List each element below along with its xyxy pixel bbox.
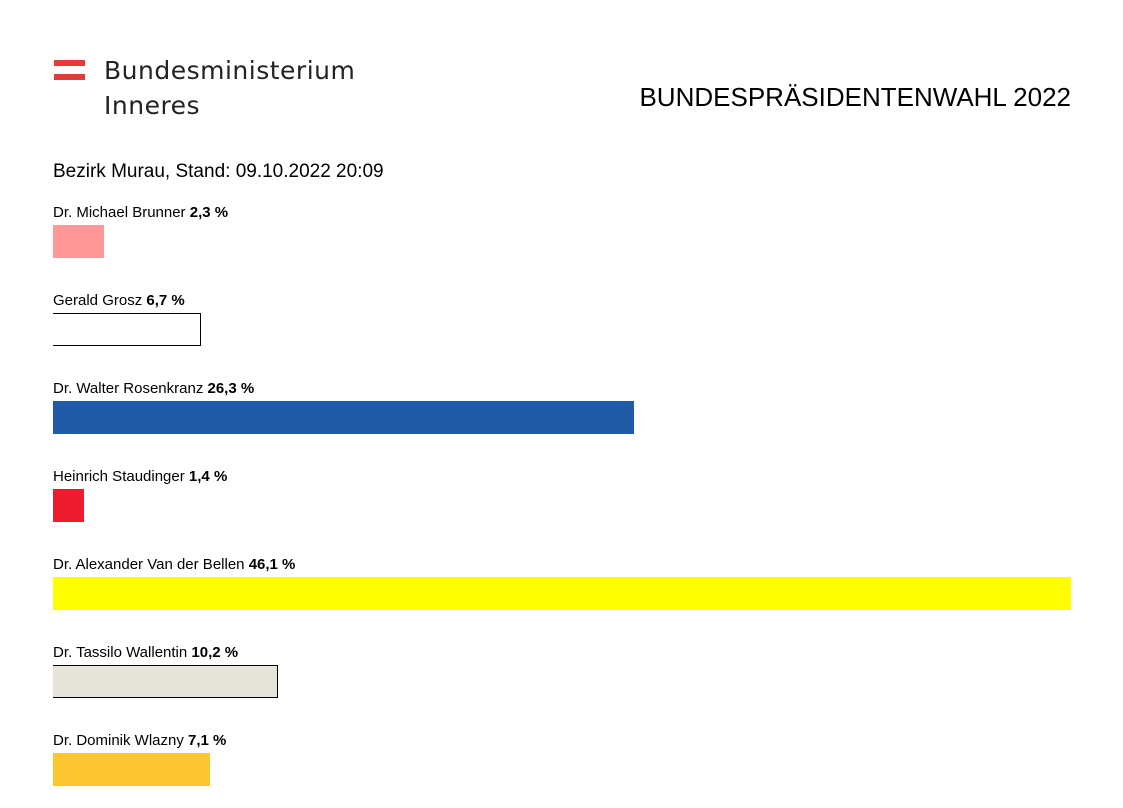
candidate-percentage: 2,3 % — [189, 204, 229, 221]
candidate-label: Dr. Alexander Van der Bellen 46,1 % — [53, 556, 295, 573]
candidate-label: Dr. Michael Brunner 2,3 % — [53, 204, 228, 221]
candidate-name: Dr. Tassilo Wallentin — [53, 644, 192, 661]
candidate-label: Gerald Grosz 6,7 % — [53, 292, 185, 309]
candidate-name: Dr. Dominik Wlazny — [53, 732, 189, 749]
candidate-name: Heinrich Staudinger — [53, 468, 189, 485]
candidate-row: Dr. Dominik Wlazny 7,1 % — [53, 728, 1071, 808]
flag-stripe-bottom — [54, 74, 85, 80]
candidate-percentage: 6,7 % — [146, 292, 185, 309]
candidate-bar — [53, 313, 201, 346]
candidate-bar — [53, 577, 1071, 610]
district-status-subtitle: Bezirk Murau, Stand: 09.10.2022 20:09 — [53, 161, 384, 182]
candidate-percentage: 10,2 % — [191, 644, 239, 661]
ministry-logo: Bundesministerium Inneres — [54, 56, 384, 126]
candidate-bar — [53, 665, 278, 698]
candidate-row: Dr. Tassilo Wallentin 10,2 % — [53, 640, 1071, 720]
candidate-bar — [53, 753, 210, 786]
candidate-row: Gerald Grosz 6,7 % — [53, 288, 1071, 368]
flag-stripe-top — [54, 60, 85, 66]
ministry-name-line-2: Inneres — [104, 91, 201, 120]
candidate-name: Gerald Grosz — [53, 292, 147, 309]
candidate-name: Dr. Walter Rosenkranz — [53, 380, 208, 397]
candidate-bar — [53, 225, 104, 258]
austrian-flag-icon — [54, 60, 85, 80]
candidate-label: Dr. Walter Rosenkranz 26,3 % — [53, 380, 254, 397]
candidate-percentage: 26,3 % — [207, 380, 255, 397]
candidate-row: Dr. Alexander Van der Bellen 46,1 % — [53, 552, 1071, 632]
candidate-percentage: 1,4 % — [188, 468, 228, 485]
candidate-label: Heinrich Staudinger 1,4 % — [53, 468, 227, 485]
candidate-row: Dr. Walter Rosenkranz 26,3 % — [53, 376, 1071, 456]
candidate-label: Dr. Dominik Wlazny 7,1 % — [53, 732, 226, 749]
candidate-bar — [53, 401, 634, 434]
election-title: BUNDESPRÄSIDENTENWAHL 2022 — [639, 82, 1071, 112]
candidate-label: Dr. Tassilo Wallentin 10,2 % — [53, 644, 238, 661]
ministry-name-line-1: Bundesministerium — [104, 56, 356, 85]
candidate-percentage: 46,1 % — [248, 556, 296, 573]
candidate-bar — [53, 489, 84, 522]
candidate-name: Dr. Alexander Van der Bellen — [53, 556, 249, 573]
candidate-percentage: 7,1 % — [188, 732, 227, 749]
candidate-row: Heinrich Staudinger 1,4 % — [53, 464, 1071, 544]
results-bar-chart: Dr. Michael Brunner 2,3 % Gerald Grosz 6,… — [53, 200, 1071, 790]
candidate-name: Dr. Michael Brunner — [53, 204, 190, 221]
candidate-row: Dr. Michael Brunner 2,3 % — [53, 200, 1071, 280]
